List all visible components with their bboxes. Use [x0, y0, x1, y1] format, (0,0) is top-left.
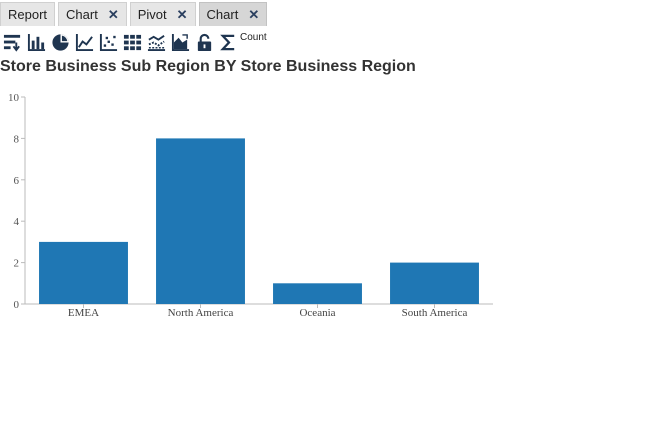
- tab-label: Chart: [206, 7, 239, 22]
- table-grid-icon[interactable]: [122, 32, 142, 52]
- y-tick-label: 8: [14, 133, 20, 145]
- aggregate-count-label[interactable]: Count: [240, 32, 267, 43]
- multi-line-icon[interactable]: [146, 32, 166, 52]
- tab-label: Report: [8, 7, 48, 22]
- bar-oceania: [273, 283, 362, 304]
- x-tick-label: South America: [402, 307, 468, 319]
- x-tick-label: Oceania: [299, 307, 335, 319]
- bar-emea: [39, 241, 128, 304]
- close-icon[interactable]: ✕: [107, 6, 119, 22]
- close-icon[interactable]: ✕: [248, 6, 260, 22]
- tab-label: Chart: [66, 7, 98, 22]
- tab-bar: Report Chart ✕ Pivot ✕ Chart ✕: [0, 2, 270, 28]
- sort-icon[interactable]: [2, 32, 22, 52]
- y-tick-label: 6: [14, 175, 20, 187]
- x-tick-label: North America: [168, 307, 234, 319]
- line-chart-icon[interactable]: [74, 32, 94, 52]
- area-chart-icon[interactable]: [170, 32, 190, 52]
- pie-chart-icon[interactable]: [50, 32, 70, 52]
- y-tick-label: 0: [14, 299, 20, 311]
- chart-title: Store Business Sub Region BY Store Busin…: [0, 58, 416, 75]
- scatter-chart-icon[interactable]: [98, 32, 118, 52]
- tab-chart-2[interactable]: Chart ✕: [198, 2, 268, 26]
- bar-south-america: [390, 262, 479, 304]
- y-tick-label: 10: [8, 92, 20, 104]
- tab-report[interactable]: Report: [0, 2, 56, 26]
- bar-chart-icon[interactable]: [26, 32, 46, 52]
- y-tick-label: 4: [14, 216, 20, 228]
- tab-chart-1[interactable]: Chart ✕: [58, 2, 127, 26]
- bar-north-america: [156, 138, 245, 304]
- x-tick-label: EMEA: [68, 307, 99, 319]
- tab-label: Pivot: [137, 7, 167, 22]
- chart-toolbar: Count: [2, 32, 267, 52]
- sigma-icon[interactable]: [218, 32, 238, 52]
- lock-icon[interactable]: [194, 32, 214, 52]
- close-icon[interactable]: ✕: [176, 6, 188, 22]
- bar-chart: 0 2 4 6 8 10 EMEA North America Oceania South Ame…: [8, 92, 493, 319]
- tab-pivot[interactable]: Pivot ✕: [129, 2, 196, 26]
- y-tick-label: 2: [14, 258, 20, 270]
